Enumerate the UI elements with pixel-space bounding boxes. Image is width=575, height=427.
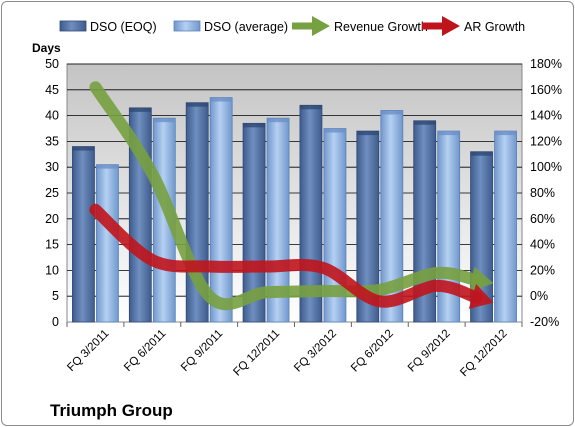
bar [96, 164, 119, 323]
right-tick-label: 120% [530, 134, 562, 148]
bar-cap [96, 164, 119, 169]
legend-entry: DSO (average) [204, 20, 288, 34]
series-arrowhead [468, 283, 494, 309]
bar-cap [413, 120, 436, 125]
right-tick-label: 20% [530, 263, 555, 277]
left-tick-label: 35 [45, 134, 59, 148]
category-label: FQ 6/2011 [122, 328, 168, 374]
category-label: FQ 6/2012 [349, 328, 396, 375]
left-tick-label: 0 [52, 315, 59, 329]
bar-cap [186, 102, 209, 107]
bar-cap [380, 110, 403, 115]
left-tick-label: 40 [45, 109, 59, 123]
series-arrowhead [469, 266, 494, 293]
left-tick-label: 45 [45, 83, 59, 97]
category-label: FQ 3/2012 [292, 328, 339, 375]
bar-cap [470, 151, 493, 156]
legend-swatch [59, 20, 87, 32]
right-tick-label: 100% [530, 160, 562, 174]
bar-cap [437, 131, 460, 136]
y-unit-label: Days [32, 41, 61, 55]
left-tick-label: 10 [45, 263, 59, 277]
legend-swatch-arrow [312, 16, 330, 36]
legend-swatch [173, 20, 201, 32]
company-name: Triumph Group [50, 401, 173, 420]
legend-entry: Revenue Growth [334, 20, 428, 34]
line-series [89, 81, 494, 311]
category-label: FQ 3/2011 [65, 328, 111, 374]
right-tick-label: 140% [530, 109, 562, 123]
right-tick-label: 160% [530, 83, 562, 97]
legend-swatch-arrow [442, 16, 460, 36]
category-label: FQ 9/2011 [179, 328, 225, 374]
right-tick-label: -20% [530, 315, 559, 329]
bar-cap [129, 107, 152, 112]
right-tick-label: 60% [530, 212, 555, 226]
right-tick-label: 0% [530, 289, 548, 303]
left-tick-label: 25 [45, 186, 59, 200]
left-tick-label: 15 [45, 238, 59, 252]
bar [72, 146, 95, 323]
left-tick-label: 20 [45, 212, 59, 226]
right-tick-label: 40% [530, 238, 555, 252]
series-line [89, 203, 483, 308]
bar [494, 130, 517, 323]
legend-entry: AR Growth [464, 20, 525, 34]
series-line [89, 81, 483, 311]
bar-cap [210, 97, 233, 102]
right-tick-label: 80% [530, 186, 555, 200]
bar-cap [153, 118, 176, 123]
bar-cap [243, 123, 266, 128]
bar [209, 97, 233, 323]
bar-cap [494, 131, 517, 136]
category-label: FQ 9/2012 [406, 328, 453, 375]
left-tick-label: 30 [45, 160, 59, 174]
bar-cap [267, 118, 290, 123]
legend-entry: DSO (EOQ) [90, 20, 157, 34]
left-tick-label: 5 [52, 289, 59, 303]
bar-cap [299, 105, 322, 110]
bar-cap [323, 128, 346, 133]
right-tick-label: 180% [530, 57, 562, 71]
bar-cap [356, 131, 379, 136]
category-label: FQ 12/2012 [458, 328, 509, 379]
legend: DSO (EOQ) DSO (average) Revenue Growth AR G… [59, 16, 525, 36]
category-label: FQ 12/2011 [231, 328, 282, 379]
left-tick-label: 50 [45, 57, 59, 71]
bar-cap [72, 146, 95, 151]
